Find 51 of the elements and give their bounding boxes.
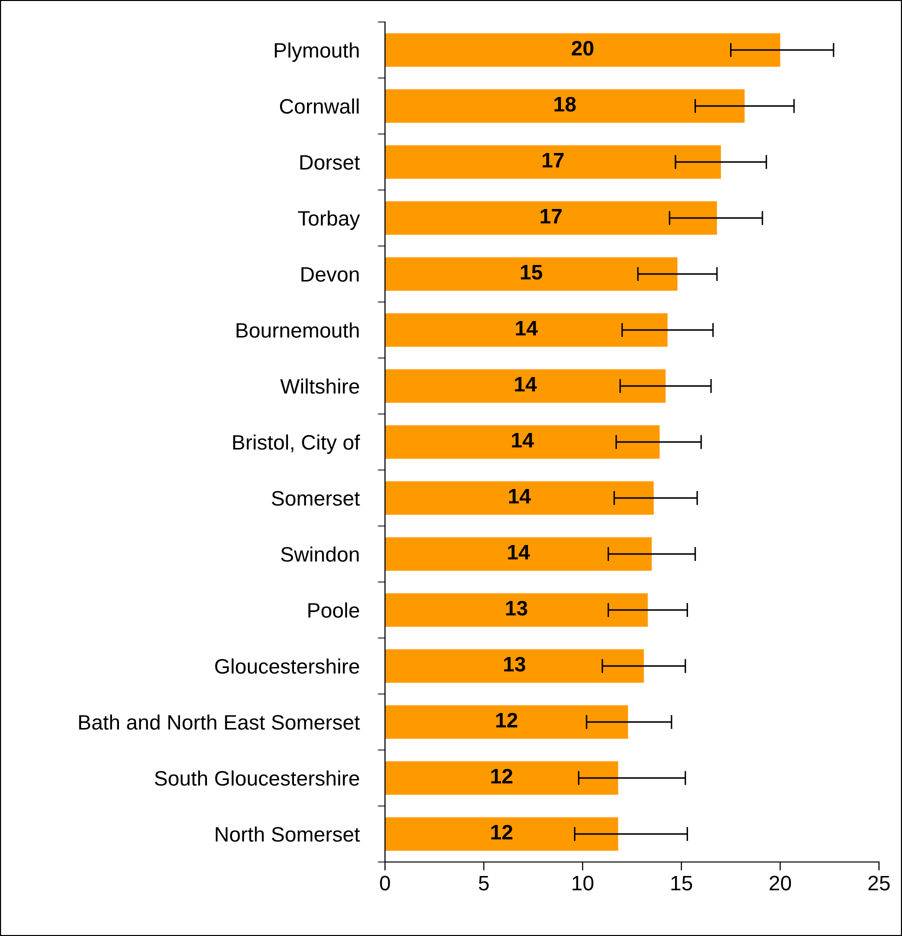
- data-label: 14: [516, 321, 538, 336]
- bar: [385, 257, 678, 291]
- data-label: 12: [491, 824, 512, 840]
- data-label: 17: [540, 209, 562, 224]
- y-tick-label: Plymouth: [274, 42, 359, 62]
- data-label: 12: [491, 768, 512, 784]
- y-tick-label: Dorset: [300, 155, 360, 170]
- data-label: 13: [506, 600, 528, 616]
- y-tick-label: Bristol, City of: [233, 434, 360, 454]
- bar: [385, 817, 618, 851]
- x-tick-label: 25: [868, 876, 890, 890]
- bar: [385, 33, 780, 67]
- data-label: 15: [520, 265, 542, 280]
- y-tick-label: South Gloucestershire: [154, 770, 360, 786]
- x-tick-label: 0: [380, 876, 390, 890]
- bar: [385, 313, 668, 347]
- data-label: 17: [542, 153, 564, 168]
- bar: [385, 481, 654, 515]
- y-tick-label: North Somerset: [216, 826, 360, 842]
- bar: [385, 761, 618, 795]
- data-label: 18: [554, 96, 576, 112]
- bar: [385, 145, 721, 179]
- bar: [385, 89, 745, 123]
- y-tick-label: Poole: [308, 602, 360, 618]
- bar: [385, 649, 644, 683]
- data-label: 13: [504, 656, 526, 672]
- data-label: 14: [508, 545, 530, 560]
- y-tick-label: Gloucestershire: [215, 658, 360, 674]
- bar: [385, 593, 648, 627]
- y-tick-label: Torbay: [298, 210, 360, 230]
- data-label: 12: [496, 712, 518, 728]
- y-tick-label: Wiltshire: [280, 378, 360, 394]
- data-label: 14: [512, 433, 534, 448]
- y-tick-label: Somerset: [272, 491, 360, 506]
- x-tick-label: 10: [572, 876, 594, 890]
- data-label: 14: [509, 489, 531, 504]
- x-tick-label: 20: [770, 876, 791, 890]
- y-tick-label: Bath and North East Somerset: [79, 714, 360, 730]
- y-tick-label: Bournemouth: [236, 322, 359, 338]
- bar: [385, 369, 666, 403]
- data-label: 14: [515, 377, 537, 392]
- y-tick-label: Devon: [301, 267, 359, 282]
- bar: [385, 201, 717, 235]
- data-label: 20: [572, 40, 594, 56]
- x-tick-label: 5: [478, 876, 489, 890]
- y-tick-label: Swindon: [281, 546, 359, 562]
- y-tick-label: Cornwall: [280, 98, 359, 114]
- bar: [385, 537, 652, 571]
- x-tick-label: 15: [671, 876, 692, 890]
- bar: [385, 705, 628, 739]
- bar: [385, 425, 660, 459]
